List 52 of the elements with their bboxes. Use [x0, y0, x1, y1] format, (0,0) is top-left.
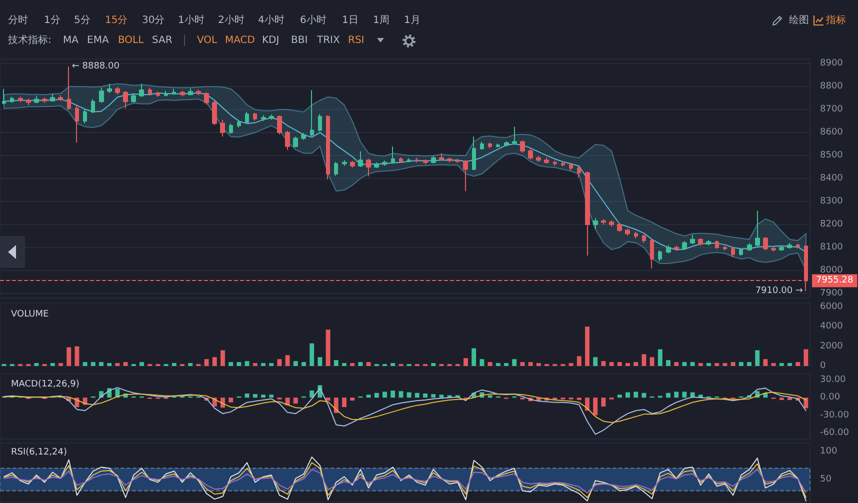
y-tick-label: 0.00: [820, 392, 840, 403]
text: 指标: [826, 14, 846, 27]
text: MA: [63, 34, 78, 47]
y-tick-label: 8100: [820, 242, 844, 252]
text: 15分: [105, 14, 128, 27]
text: 2小时: [218, 14, 244, 27]
y-tick-label: 7900: [820, 288, 844, 298]
y-tick-label: 8700: [820, 104, 844, 115]
y-tick-label: 50: [820, 474, 832, 485]
annotation: ← 8888.00: [72, 61, 120, 72]
y-tick-label: 8500: [820, 150, 844, 161]
text: 6小时: [300, 14, 326, 27]
ref-line-label: 7955.28: [816, 276, 854, 286]
y-tick-label: 30.00: [820, 374, 846, 385]
annotation: 7910.00 →: [755, 286, 804, 296]
text: KDJ: [262, 34, 280, 47]
text: 30分: [142, 14, 165, 27]
y-tick-label: 6000: [820, 302, 844, 312]
y-tick-label: 8000: [820, 265, 844, 276]
text: TRIX: [317, 34, 340, 47]
y-tick-label: 2000: [820, 341, 844, 352]
text: MACD: [225, 34, 255, 47]
text: 1月: [404, 14, 420, 27]
y-tick-label: 8400: [820, 174, 844, 184]
y-tick-label: 8600: [820, 128, 844, 138]
text: RSI(6,12,24): [11, 448, 67, 458]
text: 1日: [342, 14, 358, 27]
text: 绘图: [789, 14, 809, 27]
y-tick-label: 4000: [820, 322, 844, 332]
text: MACD(12,26,9): [11, 380, 80, 390]
text: BOLL: [118, 34, 144, 47]
text: 分时: [8, 14, 28, 27]
text: 5分: [74, 14, 90, 27]
text: SAR: [152, 34, 172, 47]
text: 1分: [44, 14, 60, 27]
y-tick-label: 0: [820, 361, 826, 371]
text: VOLUME: [11, 310, 49, 320]
y-tick-label: 8300: [820, 196, 844, 206]
y-tick-label: -30.00: [820, 410, 850, 420]
text: RSI: [348, 34, 364, 47]
text: 1小时: [178, 14, 204, 27]
y-tick-label: 8200: [820, 219, 844, 230]
y-tick-label: 100: [820, 446, 838, 456]
text: EMA: [87, 34, 109, 47]
y-tick-label: 8800: [820, 82, 844, 92]
text: VOL: [197, 34, 218, 47]
text: 1周: [373, 14, 390, 27]
text: 4小时: [258, 14, 284, 27]
text: 技术指标:: [8, 34, 52, 47]
y-tick-label: -60.00: [820, 428, 850, 438]
text: BBI: [291, 34, 308, 47]
y-tick-label: 8900: [820, 58, 844, 69]
